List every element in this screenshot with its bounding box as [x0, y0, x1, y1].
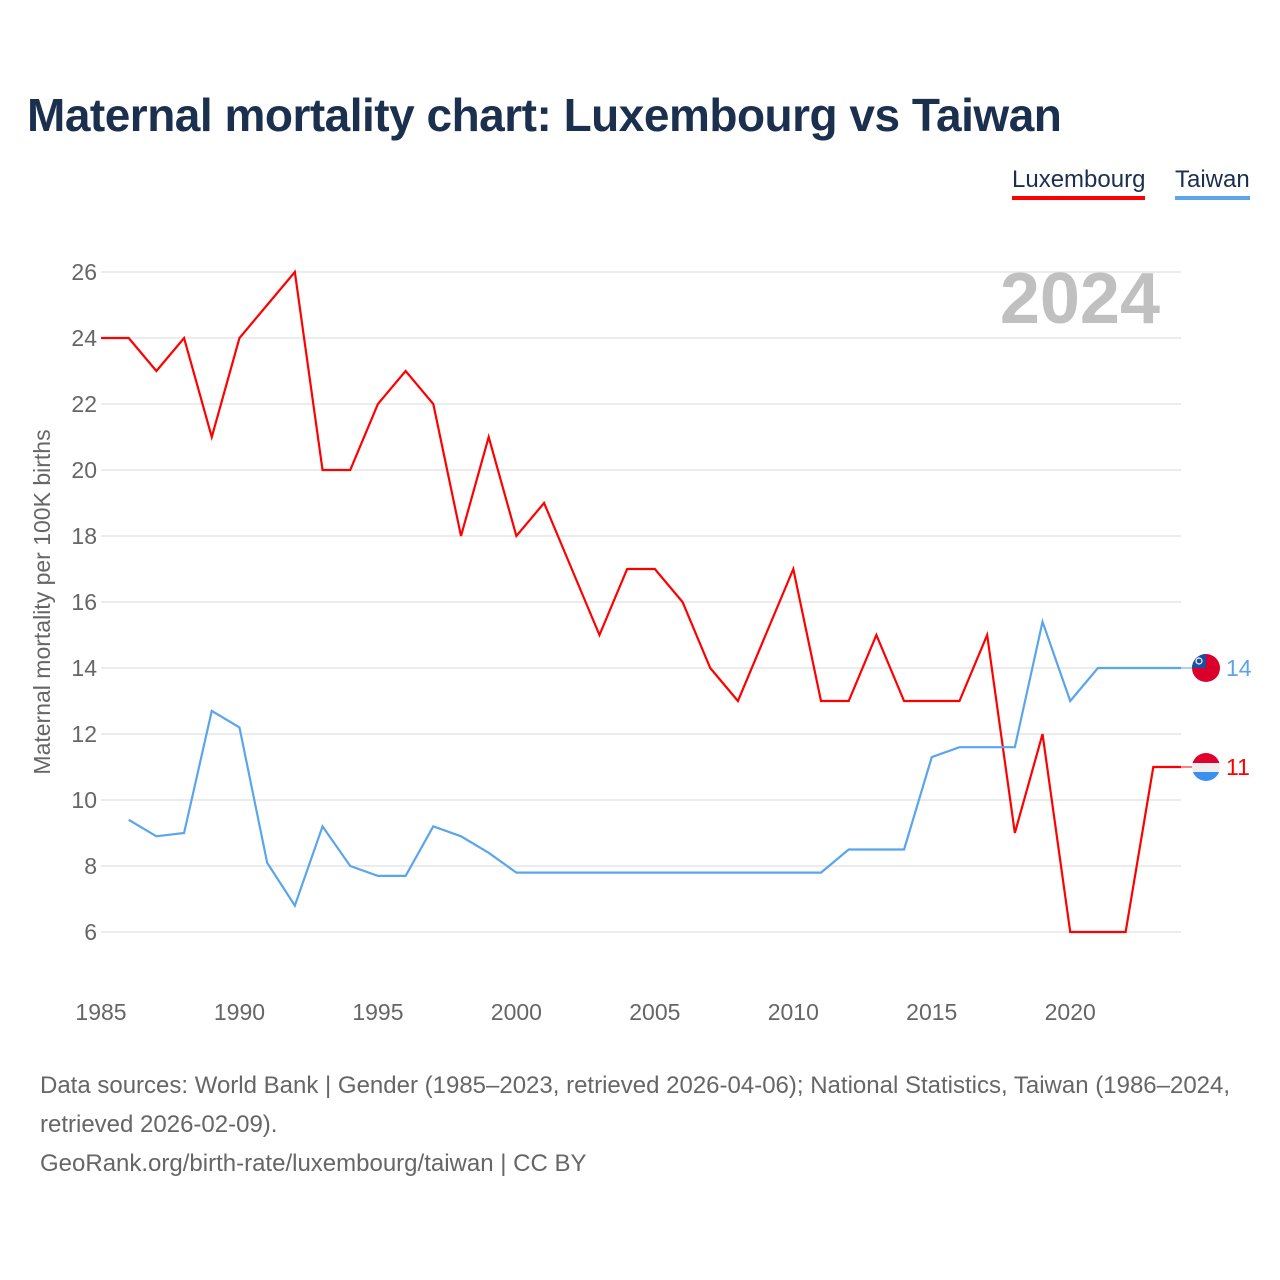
- y-tick-label: 26: [71, 259, 97, 285]
- x-tick-label: 1990: [214, 999, 265, 1025]
- x-tick-label: 1995: [352, 999, 403, 1025]
- x-tick-label: 1985: [75, 999, 126, 1025]
- y-tick-label: 16: [71, 589, 97, 615]
- end-label-luxembourg: 11: [1226, 754, 1250, 780]
- y-tick-label: 10: [71, 787, 97, 813]
- series-line-taiwan: [128, 617, 1181, 909]
- legend-luxembourg[interactable]: Luxembourg: [1012, 166, 1146, 200]
- x-tick-label: 2005: [629, 999, 680, 1025]
- taiwan-flag-icon: [1192, 654, 1220, 682]
- series-line-luxembourg: [101, 269, 1181, 934]
- legend-taiwan[interactable]: Taiwan: [1175, 166, 1250, 200]
- y-tick-label: 22: [71, 391, 97, 417]
- x-tick-label: 2015: [906, 999, 957, 1025]
- y-axis-label: Maternal mortality per 100K births: [29, 429, 55, 774]
- luxembourg-flag-icon: [1192, 753, 1220, 781]
- y-tick-label: 20: [71, 457, 97, 483]
- data-sources: Data sources: World Bank | Gender (1985–…: [40, 1072, 1231, 1138]
- y-tick-label: 14: [71, 655, 97, 681]
- chart-title: Maternal mortality chart: Luxembourg vs …: [27, 89, 1062, 141]
- y-tick-label: 12: [71, 721, 97, 747]
- source-link[interactable]: GeoRank.org/birth-rate/luxembourg/taiwan…: [40, 1150, 587, 1177]
- x-tick-label: 2020: [1045, 999, 1096, 1025]
- x-tick-label: 2000: [491, 999, 542, 1025]
- year-label: 2024: [1000, 259, 1160, 339]
- y-tick-label: 6: [84, 919, 97, 945]
- x-tick-label: 2010: [768, 999, 819, 1025]
- y-tick-label: 18: [71, 523, 97, 549]
- y-tick-label: 8: [84, 853, 97, 879]
- y-tick-label: 24: [71, 325, 97, 351]
- end-label-taiwan: 14: [1226, 655, 1252, 681]
- footer: Data sources: World Bank | Gender (1985–…: [40, 1066, 1240, 1183]
